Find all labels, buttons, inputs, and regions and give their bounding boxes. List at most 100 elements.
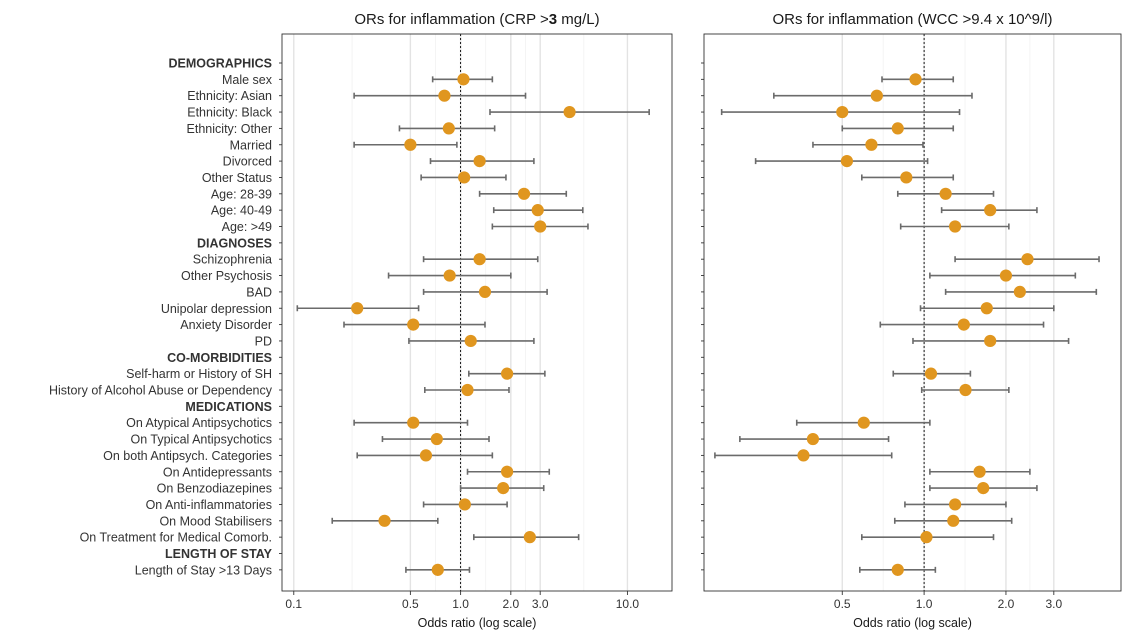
estimate-point [523,531,536,544]
estimate-point [458,498,471,511]
estimate-point [473,155,486,168]
estimate-point [806,432,820,446]
row-label: On Typical Antipsychotics [130,433,272,447]
row-labels: DEMOGRAPHICS Male sex Ethnicity: Asian Ethn… [49,57,273,578]
estimate-point [407,416,420,429]
panel-title-part: 3 [549,11,557,28]
estimate-point [430,432,443,446]
panel-frame [703,33,1122,592]
estimate-point [563,105,576,119]
estimate-point [959,383,972,397]
row-label: Ethnicity: Black [187,106,273,120]
estimate-point [464,334,477,348]
row-label: On Antidepressants [163,465,272,479]
estimate-point [957,318,970,331]
estimate-point [909,73,922,86]
row-label: BAD [246,285,272,299]
row-label: Age: 28-39 [211,187,272,201]
panel-crp: 0.1 0.5 1.0 2.0 3.0 10.0 Odds ratio (log scale… [279,11,673,630]
panel-title: ORs for inflammation (CRP >3 mg/L) [354,11,599,28]
x-tick-label: 1.0 [452,597,469,611]
section-header-label: DEMOGRAPHICS [169,57,272,71]
estimate-point [984,204,997,217]
estimate-point [891,122,904,135]
estimate-point [473,253,486,266]
estimate-point [857,416,870,429]
estimate-point [977,482,990,495]
row-label: Married [230,138,272,152]
x-tick-label: 2.0 [502,597,519,611]
section-header-label: LENGTH OF STAY [165,547,273,561]
row-label: Other Status [202,171,272,185]
estimate-point [531,204,544,217]
row-label: On both Antipsych. Categories [103,449,272,463]
estimate-point [939,187,952,200]
x-tick-label: 10.0 [616,597,640,611]
estimate-point [1021,253,1034,266]
estimate-point [404,138,417,151]
row-label: Length of Stay >13 Days [135,563,272,577]
estimate-point [378,514,391,527]
x-tick-label: 3.0 [1045,597,1062,611]
panel-title-part: mg/L) [557,11,600,28]
estimate-point [947,514,960,527]
row-label: Schizophrenia [193,253,272,267]
estimate-point [461,383,474,397]
estimate-point [836,105,849,119]
x-tick-label: 0.1 [285,597,302,611]
row-label: PD [255,334,272,348]
row-label: Other Psychosis [181,269,272,283]
estimate-point [501,465,514,478]
x-tick-label: 2.0 [998,597,1015,611]
section-header-label: DIAGNOSES [197,236,272,250]
row-label: On Atypical Antipsychotics [126,416,272,430]
estimate-point [442,122,455,135]
estimate-point [501,367,514,380]
x-tick-label: 0.5 [834,597,851,611]
estimate-point [865,138,878,151]
estimate-point [948,498,962,511]
row-label: Male sex [222,73,273,87]
x-axis-title: Odds ratio (log scale) [418,616,537,630]
row-label: History of Alcohol Abuse or Dependency [49,384,273,398]
x-axis-title: Odds ratio (log scale) [853,616,972,630]
estimate-point [980,302,993,315]
estimate-point [438,89,451,102]
estimate-point [407,318,420,331]
estimate-point [973,465,986,478]
estimate-point [984,334,997,348]
row-label: Ethnicity: Other [187,122,272,136]
row-label: Ethnicity: Asian [187,89,272,103]
row-label: On Benzodiazepines [157,482,272,496]
section-header-label: MEDICATIONS [185,400,272,414]
estimate-point [517,187,531,200]
estimate-point [924,367,938,380]
estimate-point [431,563,444,576]
estimate-point [534,220,547,233]
x-tick-label: 3.0 [532,597,549,611]
panel-title: ORs for inflammation (WCC >9.4 x 10^9/l) [772,11,1052,28]
estimate-point [457,73,470,86]
estimate-point [999,269,1013,282]
estimate-point [1013,285,1026,298]
estimate-point [458,171,471,184]
x-tick-label: 1.0 [916,597,933,611]
panel-wcc: 0.5 1.0 2.0 3.0 Odds ratio (log scale) ORs fo… [701,11,1122,630]
estimate-point [443,269,456,282]
section-header-label: CO-MORBIDITIES [167,351,272,365]
estimate-point [797,449,810,462]
row-label: Divorced [223,155,272,169]
row-label: Age: 40-49 [211,204,272,218]
estimate-point [351,302,364,315]
estimate-point [419,449,433,462]
estimate-point [840,155,854,168]
row-label: On Mood Stabilisers [159,514,272,528]
row-label: Age: >49 [222,220,272,234]
row-label: Unipolar depression [161,302,272,316]
estimate-point [497,482,510,495]
row-label: Anxiety Disorder [180,318,272,332]
row-label: On Treatment for Medical Comorb. [80,531,272,545]
estimate-point [920,531,933,544]
row-label: On Anti-inflammatories [146,498,272,512]
